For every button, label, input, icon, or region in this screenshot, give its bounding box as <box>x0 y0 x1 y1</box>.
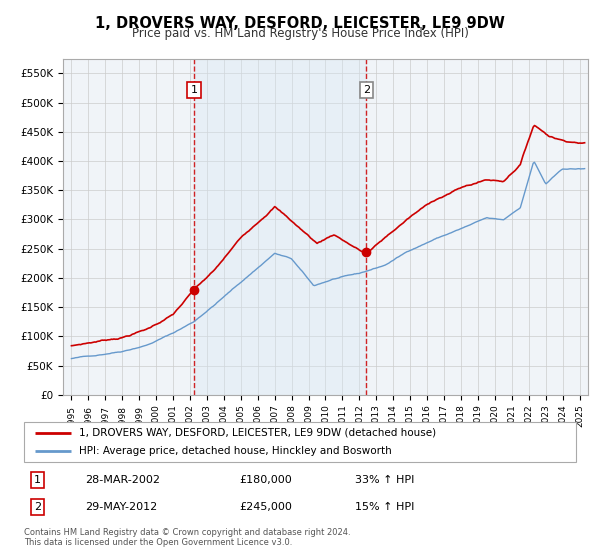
Text: 29-MAY-2012: 29-MAY-2012 <box>85 502 157 512</box>
Text: 1, DROVERS WAY, DESFORD, LEICESTER, LE9 9DW: 1, DROVERS WAY, DESFORD, LEICESTER, LE9 … <box>95 16 505 31</box>
Text: 1: 1 <box>34 475 41 484</box>
Text: HPI: Average price, detached house, Hinckley and Bosworth: HPI: Average price, detached house, Hinc… <box>79 446 392 456</box>
Text: 1, DROVERS WAY, DESFORD, LEICESTER, LE9 9DW (detached house): 1, DROVERS WAY, DESFORD, LEICESTER, LE9 … <box>79 428 436 437</box>
Text: Contains HM Land Registry data © Crown copyright and database right 2024.: Contains HM Land Registry data © Crown c… <box>24 528 350 536</box>
Text: £245,000: £245,000 <box>239 502 292 512</box>
Text: Price paid vs. HM Land Registry's House Price Index (HPI): Price paid vs. HM Land Registry's House … <box>131 27 469 40</box>
Text: 2: 2 <box>34 502 41 512</box>
Text: 2: 2 <box>363 85 370 95</box>
Bar <box>194 59 367 395</box>
Text: £180,000: £180,000 <box>239 475 292 484</box>
Text: 33% ↑ HPI: 33% ↑ HPI <box>355 475 415 484</box>
Text: 1: 1 <box>190 85 197 95</box>
Text: This data is licensed under the Open Government Licence v3.0.: This data is licensed under the Open Gov… <box>24 538 292 547</box>
Text: 15% ↑ HPI: 15% ↑ HPI <box>355 502 415 512</box>
Text: 28-MAR-2002: 28-MAR-2002 <box>85 475 160 484</box>
FancyBboxPatch shape <box>24 422 576 462</box>
